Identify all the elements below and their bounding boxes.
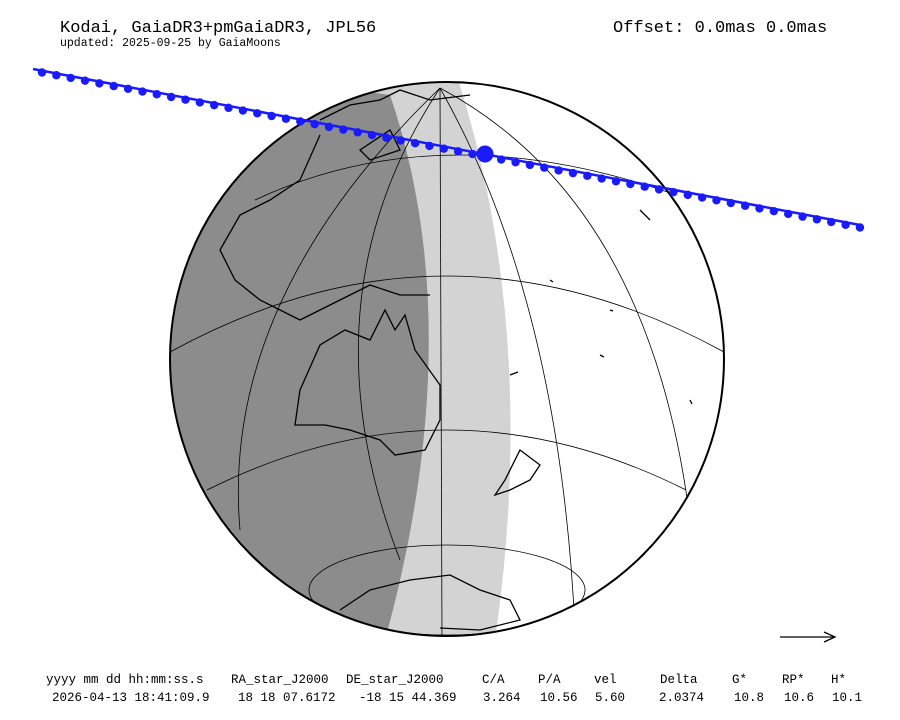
track-point: [654, 185, 664, 194]
track-point: [740, 201, 750, 210]
table-cell: 10.56: [540, 691, 578, 705]
map-subtitle: updated: 2025-09-25 by GaiaMoons: [60, 37, 281, 50]
track-point: [310, 119, 319, 129]
column-header: DE_star_J2000: [346, 673, 444, 687]
track-point: [181, 95, 190, 104]
offset-readout: Offset: 0.0mas 0.0mas: [613, 19, 828, 38]
track-point: [439, 144, 448, 153]
track-point: [511, 158, 520, 167]
track-point: [353, 128, 362, 137]
track-point: [497, 155, 506, 164]
track-point: [138, 87, 147, 96]
track-point: [210, 100, 219, 110]
column-header: G*: [732, 673, 748, 687]
track-point: [410, 139, 420, 148]
central-instant-marker: [476, 145, 494, 163]
track-point: [52, 71, 61, 80]
track-point: [224, 103, 233, 113]
track-point: [784, 209, 793, 219]
track-point: [583, 171, 592, 181]
table-cell: 10.6: [784, 691, 815, 705]
table-cell: 2026-04-13 18:41:09.9: [52, 691, 210, 705]
table-cell: 3.264: [483, 691, 521, 705]
track-point: [123, 84, 133, 94]
track-point: [109, 81, 118, 91]
night-zone: [170, 82, 429, 636]
table-cell: 10.1: [832, 691, 863, 705]
track-point: [755, 204, 764, 213]
column-header: yyyy mm dd hh:mm:ss.s: [46, 673, 204, 687]
track-point: [597, 174, 606, 183]
column-header: RP*: [782, 673, 805, 687]
column-header: RA_star_J2000: [231, 673, 329, 687]
track-point: [855, 223, 865, 232]
track-point: [37, 68, 47, 77]
table-cell: 10.8: [734, 691, 765, 705]
track-point: [152, 90, 161, 99]
column-header: Delta: [660, 673, 698, 687]
track-point: [267, 111, 276, 121]
coastlines: [219, 89, 693, 631]
table-cell: -18 15 44.369: [359, 691, 457, 705]
track-point: [683, 190, 692, 200]
track-point: [712, 196, 721, 205]
track-point: [669, 187, 678, 197]
track-point: [66, 73, 75, 83]
islands: [509, 209, 693, 405]
track-point: [640, 182, 649, 191]
track-point: [827, 217, 836, 227]
track-point: [166, 92, 176, 102]
occultation-track: [32, 67, 865, 232]
track-point: [367, 130, 377, 140]
track-point: [798, 212, 807, 221]
track-point: [339, 125, 348, 134]
column-header: H*: [831, 673, 847, 687]
track-point: [396, 136, 405, 145]
track-point: [540, 163, 549, 172]
track-point: [253, 109, 262, 118]
graticule: [170, 87, 724, 636]
table-cell: 2.0374: [659, 691, 705, 705]
track-point: [238, 106, 248, 115]
track-point: [841, 220, 850, 229]
table-cell: 18 18 07.6172: [238, 691, 336, 705]
track-point: [95, 79, 104, 88]
track-point: [726, 198, 735, 208]
track-point: [453, 147, 463, 156]
track-point: [195, 98, 205, 107]
track-point: [568, 168, 578, 178]
track-point: [80, 76, 90, 85]
track-point: [697, 193, 707, 202]
track-point: [382, 133, 391, 142]
map-title: Kodai, GaiaDR3+pmGaiaDR3, JPL56: [60, 19, 377, 38]
asia-coast: [219, 89, 471, 321]
track-point: [554, 166, 563, 175]
track-point: [525, 160, 535, 170]
track-point: [626, 179, 635, 189]
new-zealand-coast: [493, 449, 541, 497]
antarctica-coast: [339, 574, 521, 631]
track-point: [281, 114, 291, 123]
globe-outline: [169, 81, 725, 637]
track-point: [769, 206, 779, 216]
column-header: P/A: [538, 673, 561, 687]
arrow-right-icon: [780, 631, 837, 643]
column-header: C/A: [482, 673, 505, 687]
track-point: [611, 177, 621, 186]
track-point: [468, 149, 477, 159]
track-point: [425, 141, 434, 151]
track-point: [296, 117, 305, 126]
track-point: [812, 215, 822, 224]
column-header: vel: [594, 673, 617, 687]
australia-coast: [294, 308, 441, 456]
table-cell: 5.60: [595, 691, 626, 705]
track-point: [324, 122, 334, 132]
